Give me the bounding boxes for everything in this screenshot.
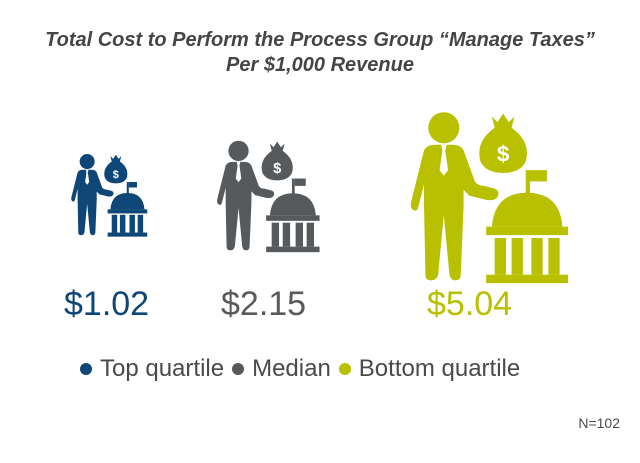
sample-size-note: N=102 [578, 415, 620, 431]
legend-item-top-quartile: Top quartile [80, 355, 224, 383]
top-quartile-value: $1.02 [64, 285, 150, 323]
legend-label: Median [252, 355, 331, 382]
legend-dot-icon [338, 363, 351, 375]
median-value: $2.15 [221, 285, 307, 323]
chart-title: Total Cost to Perform the Process Group … [0, 28, 640, 78]
top-quartile-pictogram [66, 152, 152, 238]
person-money-bag-government-building-icon [410, 112, 569, 284]
legend-item-bottom-quartile: Bottom quartile [338, 355, 521, 383]
median-pictogram [208, 138, 328, 254]
bottom-quartile-value: $5.04 [427, 285, 513, 323]
legend-dot-icon [80, 363, 92, 375]
legend: Top quartile Median Bottom quartile [80, 355, 560, 383]
legend-label: Top quartile [100, 355, 225, 382]
chart-title-line2: Per $1,000 Revenue [226, 54, 414, 76]
legend-label: Bottom quartile [358, 355, 521, 382]
legend-dot-icon [232, 363, 245, 375]
chart-title-line1: Total Cost to Perform the Process Group … [45, 29, 595, 51]
legend-item-median: Median [232, 355, 331, 383]
bottom-quartile-pictogram [393, 108, 585, 286]
person-money-bag-government-building-icon [71, 154, 148, 237]
person-money-bag-government-building-icon [217, 140, 320, 253]
